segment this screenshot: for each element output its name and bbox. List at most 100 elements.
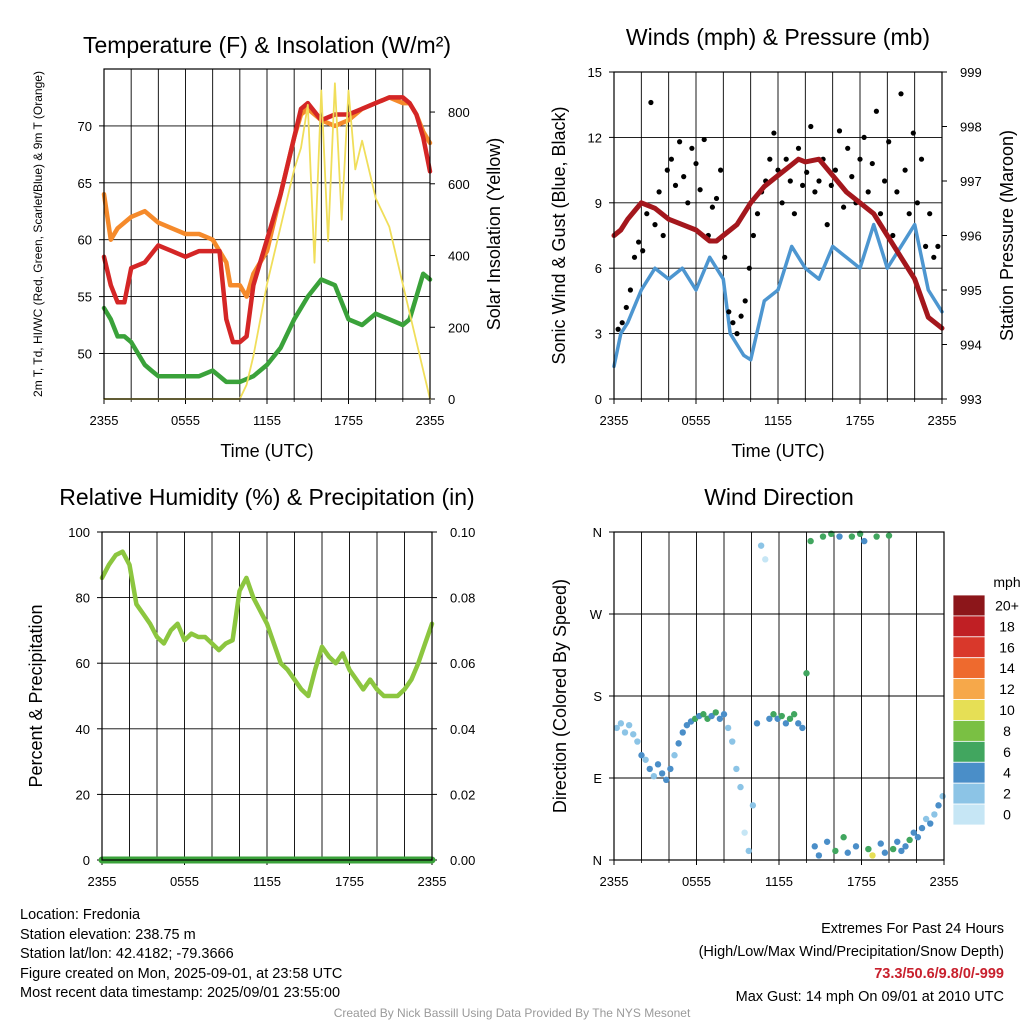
direction-point [650,772,658,780]
y-axis-label: Sonic Wind & Gust (Blue, Black) [549,106,569,364]
gust-point [746,265,752,271]
gust-point [935,243,941,249]
direction-point [881,849,889,856]
gust-point [787,178,793,184]
direction-point [658,770,666,777]
direction-point [675,740,682,747]
gust-point [730,320,736,326]
colorbar-label: 6 [1003,744,1011,760]
x-tick-label: 0555 [682,874,711,889]
colorbar-swatch [952,803,986,826]
direction-point [906,836,913,844]
x-tick-label: 2355 [88,874,117,889]
x-tick-label: 2355 [600,413,629,428]
direction-point [782,720,790,727]
gust-point [898,91,904,97]
y-tick-label: W [590,607,603,622]
plot-frame [613,71,943,400]
chart-temp: Temperature (F) & Insolation (W/m²) 50 55 6… [31,32,504,461]
y-right-tick-label: 0.06 [450,656,475,671]
direction-point [757,542,765,549]
gust-point [857,156,863,162]
direction-point [918,824,926,832]
colorbar-label: 18 [999,618,1015,634]
direction-point [848,533,856,540]
direction-point [811,843,818,850]
direction-point [720,711,728,718]
direction-point [889,845,897,853]
gust-point [779,200,785,206]
gust-point [631,254,638,260]
gust-point [677,139,683,145]
direction-point [642,756,649,763]
gust-point [623,304,629,311]
direction-point [716,715,724,722]
colorbar-swatch [952,615,986,638]
y-right-tick-label: 0 [448,392,455,407]
series-line [101,271,433,385]
credit-line: Created By Nick Bassill Using Data Provi… [333,1006,691,1020]
gust-point [795,145,802,151]
y-right-tick-label: 400 [448,249,470,264]
direction-point [617,720,625,727]
station-latlon: Station lat/lon: 42.4182; -79.3666 [20,946,234,963]
direction-point [894,838,901,845]
direction-point [724,724,732,732]
colorbar-label: 8 [1003,723,1011,739]
gust-point [890,232,896,239]
direction-point [823,838,831,845]
gust-point [718,167,724,173]
chart-rh: Relative Humidity (%) & Precipitation (i… [26,484,475,889]
gust-point [713,195,720,202]
gust-point [886,139,892,145]
x-tick-label: 1155 [765,874,793,889]
y-tick-label: S [593,689,602,704]
gust-point [927,211,933,217]
y-axis-label-right: Solar Insolation (Yellow) [484,138,504,330]
gust-point [910,130,916,136]
y-tick-label: 20 [76,787,90,802]
y-axis-label: Direction (Colored By Speed) [550,579,570,813]
chart-title: Temperature (F) & Insolation (W/m²) [83,32,451,58]
direction-point [737,783,744,791]
station-info: Location: Fredonia Station elevation: 23… [20,906,342,1004]
gust-point [734,331,740,337]
y-tick-label: 60 [76,656,90,671]
gust-point [742,298,748,304]
gust-point [627,287,634,293]
gust-point [791,211,798,217]
direction-point [621,729,629,736]
gust-point [882,178,888,184]
gust-point [894,189,900,195]
direction-point [861,537,868,545]
gust-point [808,123,814,130]
gust-point [726,309,732,315]
gust-point [664,167,670,173]
direction-point [840,834,847,841]
x-tick-label: 2355 [416,413,445,428]
direction-point [873,533,880,540]
y-tick-label: 50 [78,346,92,361]
gust-point [902,167,908,173]
colorbar-label: 12 [999,681,1015,697]
y-right-tick-label: 0.08 [450,591,475,606]
y-tick-label: 55 [78,290,92,305]
direction-point [638,752,645,759]
y-tick-label: 80 [76,591,90,606]
series-line [611,156,945,331]
x-tick-label: 1155 [253,874,281,889]
plot-frame [103,68,431,400]
direction-point [667,765,674,773]
extremes-subtitle: (High/Low/Max Wind/Precipitation/Snow De… [698,943,1004,960]
direction-point [803,670,810,677]
colorbar-swatch [952,761,986,784]
direction-point [885,532,893,539]
x-tick-label: 1755 [846,413,875,428]
chart-dir: Wind Direction N E S W N 2355 0555 1155 1755 2355 m… [550,484,1021,889]
direction-point [832,847,839,855]
series-line [101,95,433,345]
y-tick-label: N [593,525,602,540]
direction-point [910,829,917,836]
extremes-panel: Extremes For Past 24 Hours (High/Low/Max… [699,918,1004,1008]
gust-point [873,108,880,114]
